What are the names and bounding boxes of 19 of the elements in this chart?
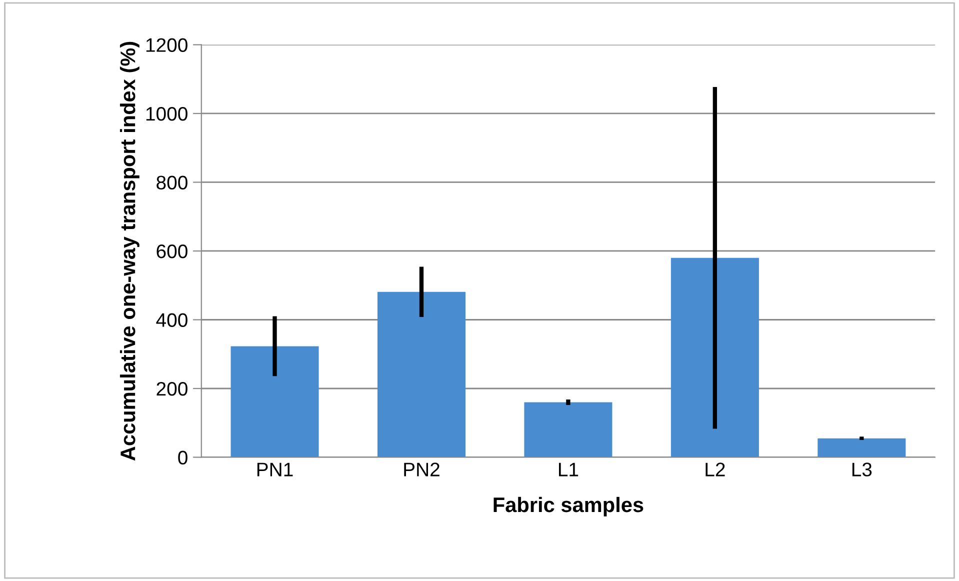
x-tick-label: PN2 (404, 462, 440, 476)
x-axis-title: Fabric samples (494, 496, 644, 516)
bar (377, 292, 466, 458)
x-tick-label: L2 (706, 462, 725, 476)
y-axis-title: Accumulative one-way transport index (%) (120, 42, 140, 461)
y-tick-label: 800 (156, 176, 188, 190)
y-tick-label: 200 (156, 382, 188, 396)
y-tick-label: 400 (156, 313, 188, 327)
x-tick-label: L3 (852, 462, 872, 476)
y-tick-label: 600 (156, 244, 188, 258)
bar (818, 438, 906, 458)
bar (230, 346, 319, 458)
x-tick-label: L1 (558, 462, 578, 476)
bar (524, 402, 612, 458)
y-tick-label: 0 (178, 450, 188, 464)
y-tick-label: 1000 (146, 106, 188, 121)
y-tick-label: 1200 (146, 38, 188, 52)
bar (670, 258, 759, 458)
x-tick-label: PN1 (257, 462, 293, 476)
